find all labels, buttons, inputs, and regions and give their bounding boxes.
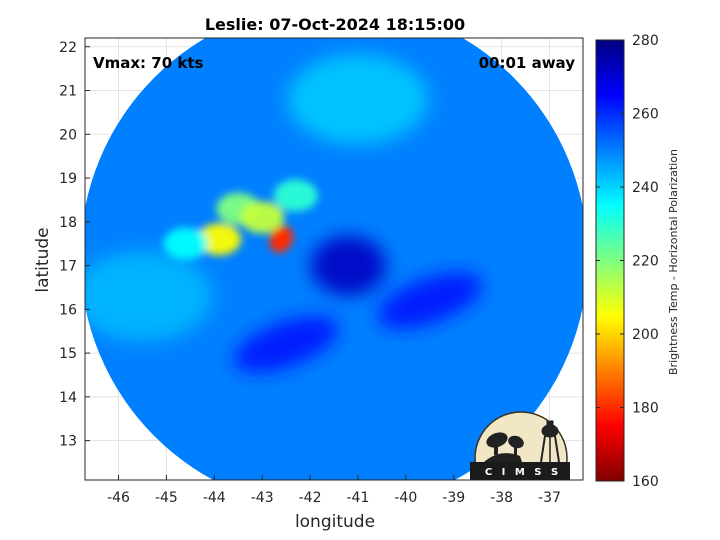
satellite-dish-icon	[484, 432, 524, 462]
y-axis-ticks: 13 14 15 16 17 18 19 20 21 22	[59, 40, 90, 450]
colorbar	[595, 39, 625, 482]
axes-frame	[84, 37, 584, 481]
time-offset-annotation: 00:01 away	[479, 54, 576, 72]
feature-convective-band	[163, 227, 208, 260]
y-tick-label: 22	[59, 40, 77, 56]
y-axis-label: latitude	[33, 227, 53, 292]
y-tick-label: 13	[59, 434, 77, 450]
x-tick-label: -45	[155, 490, 178, 506]
y-tick-label: 15	[59, 346, 77, 362]
chart-title: Leslie: 07-Oct-2024 18:15:00	[205, 15, 465, 34]
x-tick-label: -46	[107, 490, 130, 506]
y-tick-label: 17	[59, 259, 77, 275]
x-tick-label: -38	[490, 490, 513, 506]
colorbar-tick-label: 280	[632, 33, 659, 49]
x-tick-label: -41	[347, 490, 370, 506]
colorbar-tick-label: 260	[632, 107, 659, 123]
feature-warm-outer-region	[287, 54, 428, 145]
x-tick-label: -39	[442, 490, 465, 506]
x-tick-label: -37	[538, 490, 561, 506]
feature-warm-outer-region	[85, 251, 213, 342]
x-axis-label: longitude	[295, 512, 375, 532]
y-tick-label: 18	[59, 215, 77, 231]
feature-cold-spiral-band	[233, 316, 339, 373]
water-tower-icon	[540, 420, 560, 463]
y-tick-label: 19	[59, 171, 77, 187]
feature-convective-band	[273, 179, 318, 212]
feature-cold-spiral-band	[377, 272, 482, 329]
colorbar-tick-label: 160	[632, 474, 659, 490]
feature-convective-band	[197, 223, 242, 256]
storm-center	[310, 235, 387, 296]
x-axis-ticks: -46 -45 -44 -43 -42 -41 -40 -39 -38 -37	[107, 475, 561, 506]
colorbar-label: Brightness Temp - Horizontal Polarizatio…	[667, 149, 680, 375]
colorbar-tick-label: 200	[632, 327, 659, 343]
logo-text: C I M S S	[485, 467, 561, 478]
colorbar-tick-label: 240	[632, 180, 659, 196]
vmax-annotation: Vmax: 70 kts	[93, 54, 203, 72]
y-tick-label: 16	[59, 302, 77, 318]
feature-convective-band	[240, 201, 285, 234]
y-tick-label: 14	[59, 390, 77, 406]
colorbar-tick-label: 180	[632, 401, 659, 417]
swath-features-core	[163, 179, 318, 260]
y-tick-label: 20	[59, 127, 77, 143]
cimss-logo: C I M S S	[470, 411, 570, 480]
x-tick-label: -44	[203, 490, 226, 506]
x-tick-label: -42	[299, 490, 322, 506]
colorbar-ticks: 160 180 200 220 240 260 280	[596, 33, 659, 490]
x-tick-label: -43	[251, 490, 274, 506]
y-tick-label: 21	[59, 84, 77, 100]
feature-convective-core	[269, 225, 294, 253]
x-tick-label: -40	[394, 490, 417, 506]
colorbar-tick-label: 220	[632, 254, 659, 270]
swath-features	[85, 54, 482, 373]
